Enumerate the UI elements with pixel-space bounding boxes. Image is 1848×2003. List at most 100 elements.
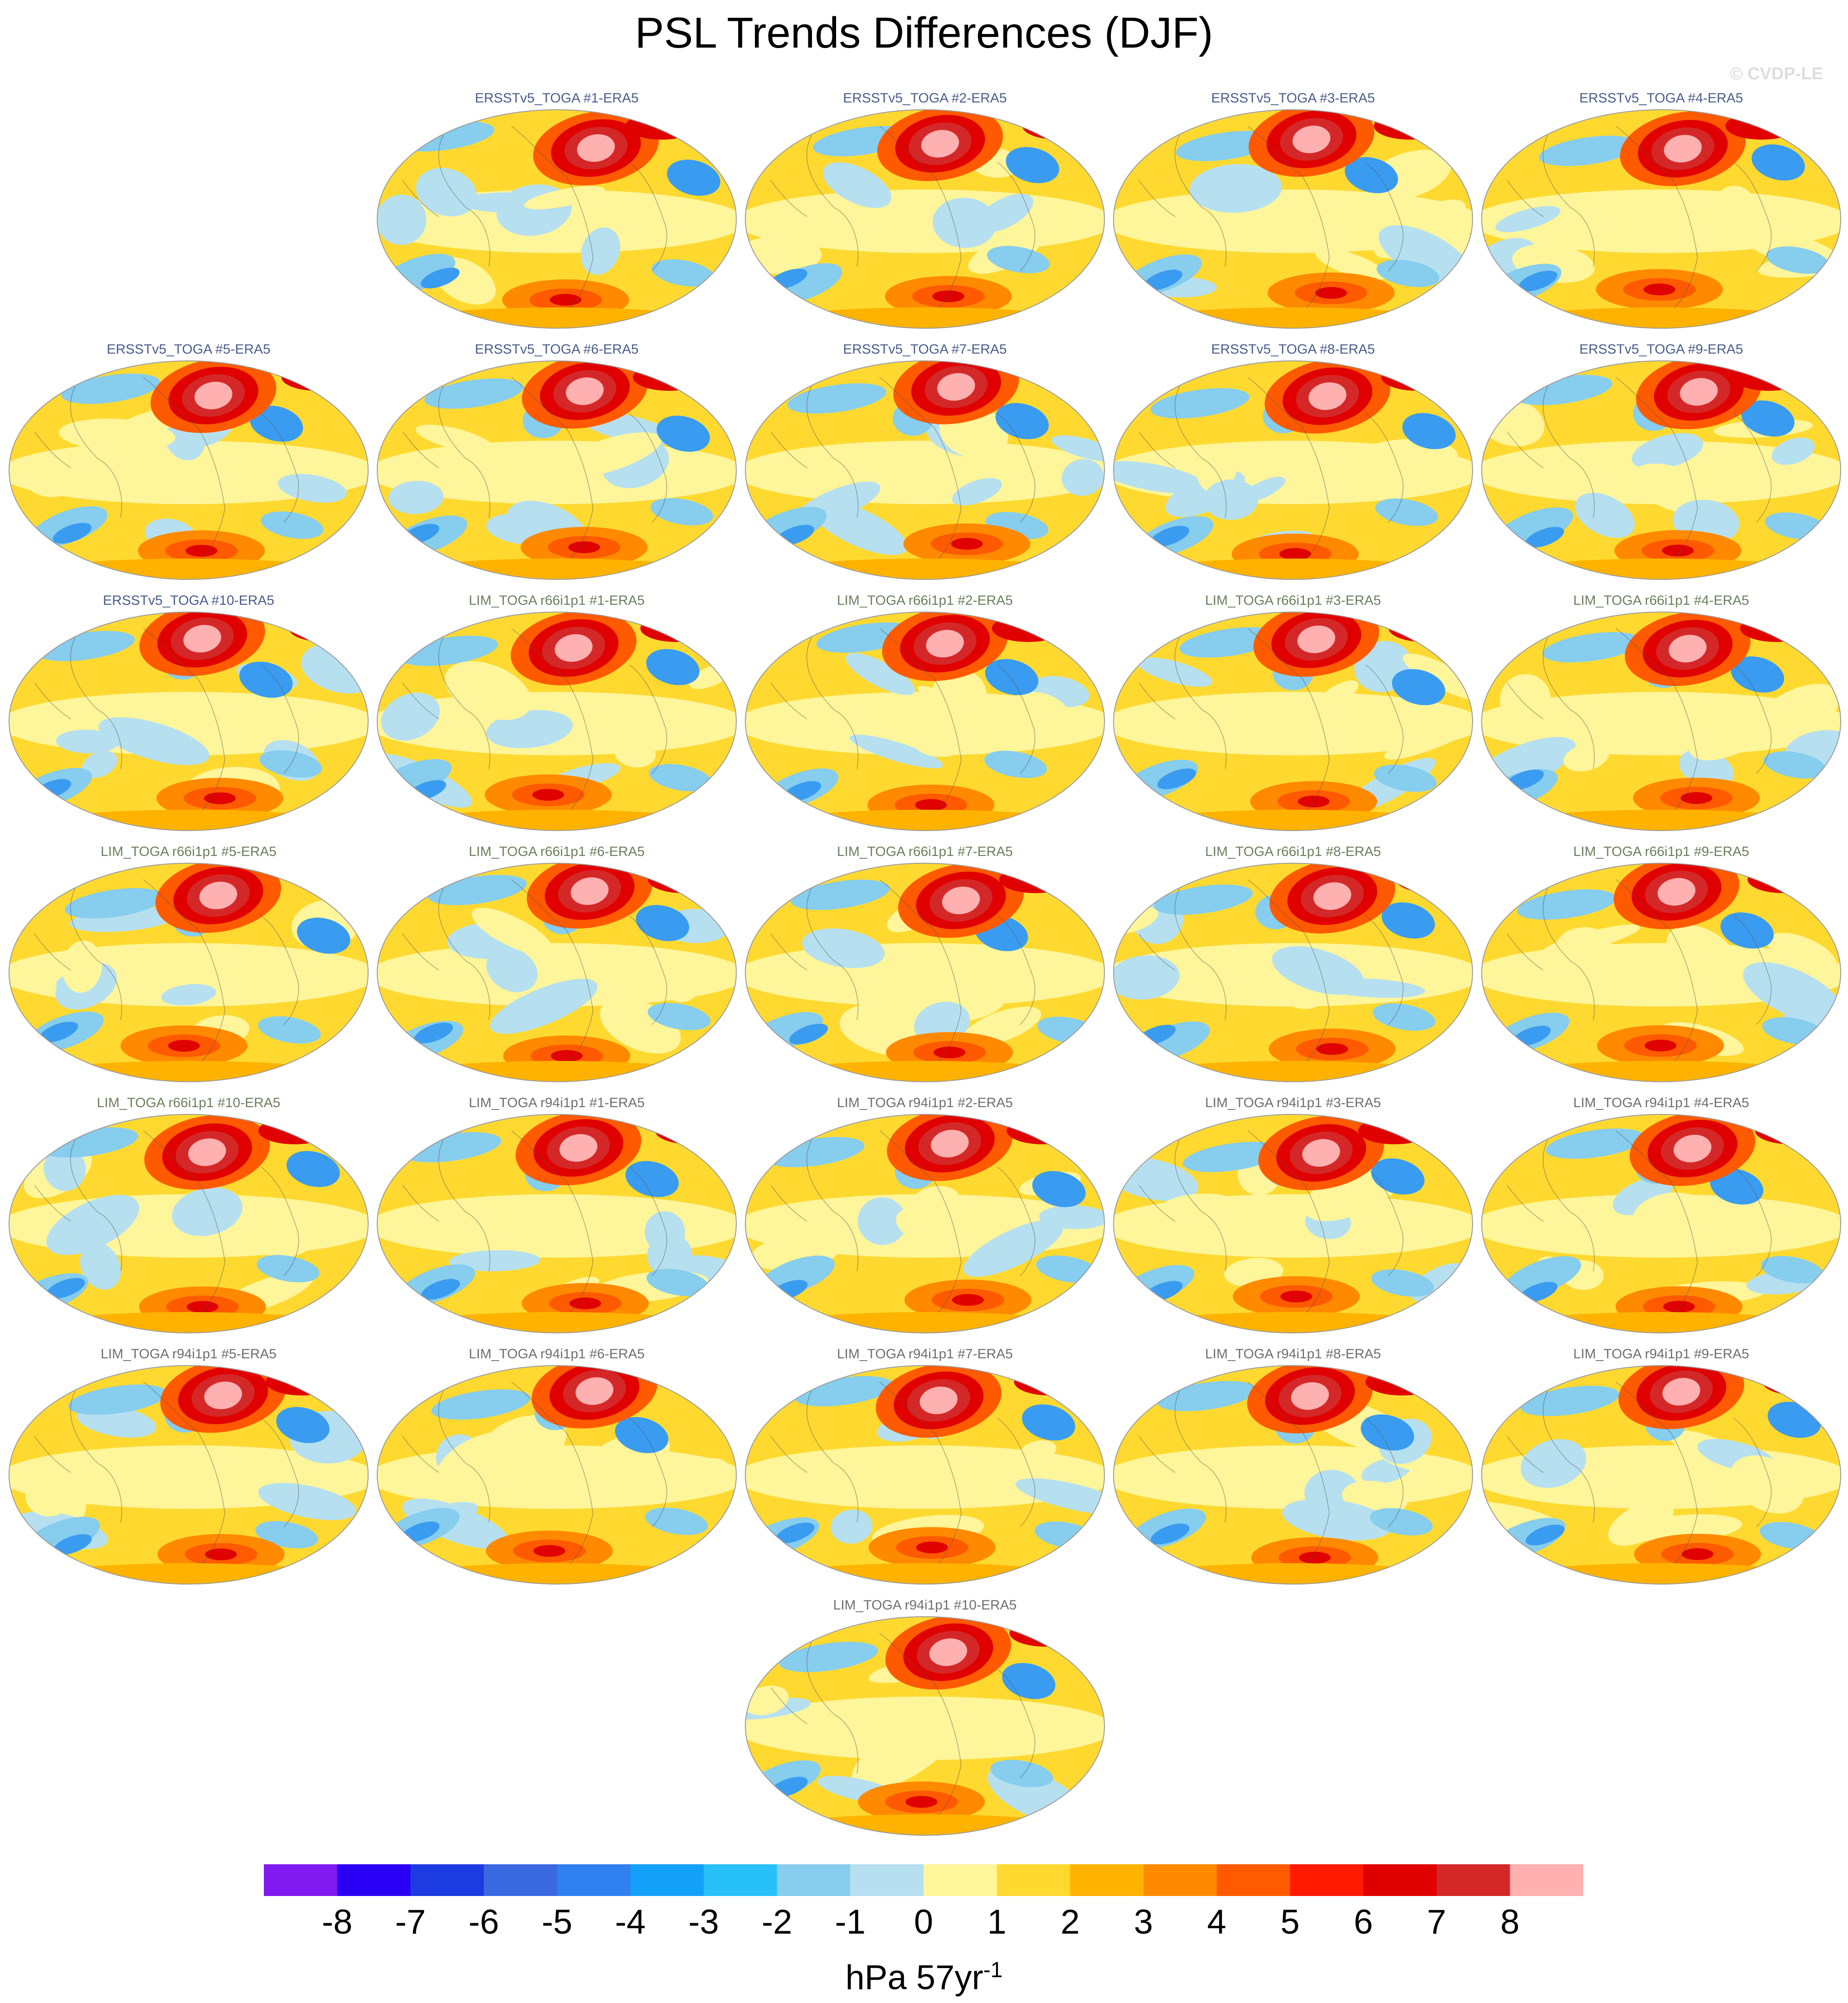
panel-title: LIM_TOGA r66i1p1 #2-ERA5 xyxy=(837,593,1013,608)
map-border xyxy=(745,1616,1105,1836)
field-contour xyxy=(1316,1043,1348,1055)
field-contour xyxy=(650,498,713,525)
field-contour xyxy=(857,1197,907,1245)
coastline xyxy=(1138,682,1176,720)
coastline xyxy=(1138,933,1176,971)
map-border xyxy=(1481,109,1841,329)
map-border xyxy=(1481,1365,1841,1585)
map-border xyxy=(377,1365,737,1585)
field-contour xyxy=(985,659,1039,695)
coastline xyxy=(1247,879,1330,1061)
field-contour xyxy=(932,290,964,302)
field-contour xyxy=(1725,112,1798,140)
coastline xyxy=(1247,628,1330,810)
field-contour xyxy=(695,1458,734,1494)
coastline xyxy=(1507,1185,1544,1222)
field-contour xyxy=(1666,925,1738,982)
colorbar-tick-label: -3 xyxy=(688,1903,719,1941)
field-contour xyxy=(259,750,322,778)
coastline xyxy=(1365,664,1404,774)
psl-trend-map xyxy=(745,109,1105,329)
psl-trend-map xyxy=(745,863,1105,1082)
panel-title: LIM_TOGA r66i1p1 #7-ERA5 xyxy=(837,844,1013,859)
map-border xyxy=(1113,863,1473,1082)
field-contour xyxy=(963,1219,1064,1277)
field-contour xyxy=(1668,635,1707,663)
field-contour xyxy=(1371,1158,1425,1195)
coastline xyxy=(770,1185,807,1222)
field-contour xyxy=(1154,884,1253,915)
coastline xyxy=(770,933,807,971)
field-contour xyxy=(1751,144,1805,181)
field-contour xyxy=(1540,924,1640,956)
panel-title: LIM_TOGA r94i1p1 #9-ERA5 xyxy=(1573,1347,1749,1361)
field-contour xyxy=(297,917,350,954)
colorbar-tick-label: 0 xyxy=(914,1903,934,1941)
field-contour xyxy=(1680,378,1718,406)
psl-trend-map xyxy=(9,360,369,580)
panel-title: ERSSTv5_TOGA #3-ERA5 xyxy=(1211,91,1375,106)
field-contour xyxy=(267,1237,314,1259)
colorbar-tick-label: 4 xyxy=(1207,1903,1226,1941)
field-contour xyxy=(257,1255,320,1283)
field-contour xyxy=(919,1386,958,1415)
field-contour xyxy=(1365,1368,1438,1395)
map-panel: ERSSTv5_TOGA #10-ERA5 xyxy=(7,593,370,833)
field-contour xyxy=(559,1134,598,1162)
field-contour xyxy=(846,653,915,695)
field-contour xyxy=(915,799,947,811)
coastline xyxy=(1733,413,1772,523)
coastline xyxy=(34,1185,71,1222)
field-contour xyxy=(1308,382,1347,410)
panel-title: LIM_TOGA r66i1p1 #5-ERA5 xyxy=(101,844,277,859)
field-contour xyxy=(183,625,221,653)
panel-title: LIM_TOGA r94i1p1 #5-ERA5 xyxy=(101,1347,277,1361)
field-contour xyxy=(472,908,553,955)
field-contour xyxy=(1114,461,1206,494)
field-contour xyxy=(1372,1003,1435,1031)
panel-title: LIM_TOGA r66i1p1 #10-ERA5 xyxy=(97,1095,281,1110)
panel-title: LIM_TOGA r66i1p1 #3-ERA5 xyxy=(1205,593,1381,608)
coastline xyxy=(997,915,1036,1025)
field-contour xyxy=(186,1301,219,1313)
field-contour xyxy=(1032,1171,1086,1207)
panel-title: ERSSTv5_TOGA #7-ERA5 xyxy=(843,342,1007,357)
field-contour xyxy=(1658,878,1696,906)
map-panel: ERSSTv5_TOGA #9-ERA5 xyxy=(1480,342,1843,582)
psl-trend-map xyxy=(1481,863,1841,1082)
map-panel: LIM_TOGA r94i1p1 #6-ERA5 xyxy=(375,1347,738,1587)
field-contour xyxy=(1663,1301,1695,1313)
field-contour xyxy=(80,1242,121,1290)
field-contour xyxy=(1539,136,1638,166)
coastline xyxy=(1174,637,1227,769)
map-border xyxy=(1113,360,1473,580)
map-panel: LIM_TOGA r94i1p1 #7-ERA5 xyxy=(744,1347,1106,1587)
map-panel: LIM_TOGA r94i1p1 #3-ERA5 xyxy=(1112,1095,1474,1336)
coastline xyxy=(1247,377,1330,559)
field-contour xyxy=(1374,112,1447,140)
coastline xyxy=(806,386,859,518)
field-contour xyxy=(258,1016,321,1044)
panel-title: LIM_TOGA r94i1p1 #7-ERA5 xyxy=(837,1347,1013,1361)
panel-title: LIM_TOGA r94i1p1 #1-ERA5 xyxy=(469,1095,645,1110)
field-contour xyxy=(1689,707,1776,761)
map-border xyxy=(745,612,1105,831)
coastline xyxy=(70,386,122,518)
map-panel: ERSSTv5_TOGA #8-ERA5 xyxy=(1112,342,1474,582)
coastline xyxy=(770,1436,807,1473)
field-contour xyxy=(400,1522,440,1542)
field-contour xyxy=(992,615,1065,642)
field-contour xyxy=(951,538,983,550)
coastline xyxy=(1507,682,1544,720)
field-contour xyxy=(657,415,710,452)
coastline xyxy=(34,431,71,468)
coastline xyxy=(1542,888,1595,1021)
field-contour xyxy=(486,947,538,992)
field-contour xyxy=(1751,684,1840,746)
panel-title: LIM_TOGA r94i1p1 #3-ERA5 xyxy=(1205,1095,1381,1110)
field-contour xyxy=(296,866,368,893)
field-contour xyxy=(287,1151,340,1187)
field-contour xyxy=(791,880,890,910)
field-contour xyxy=(46,1278,85,1299)
coastline xyxy=(997,1167,1036,1276)
